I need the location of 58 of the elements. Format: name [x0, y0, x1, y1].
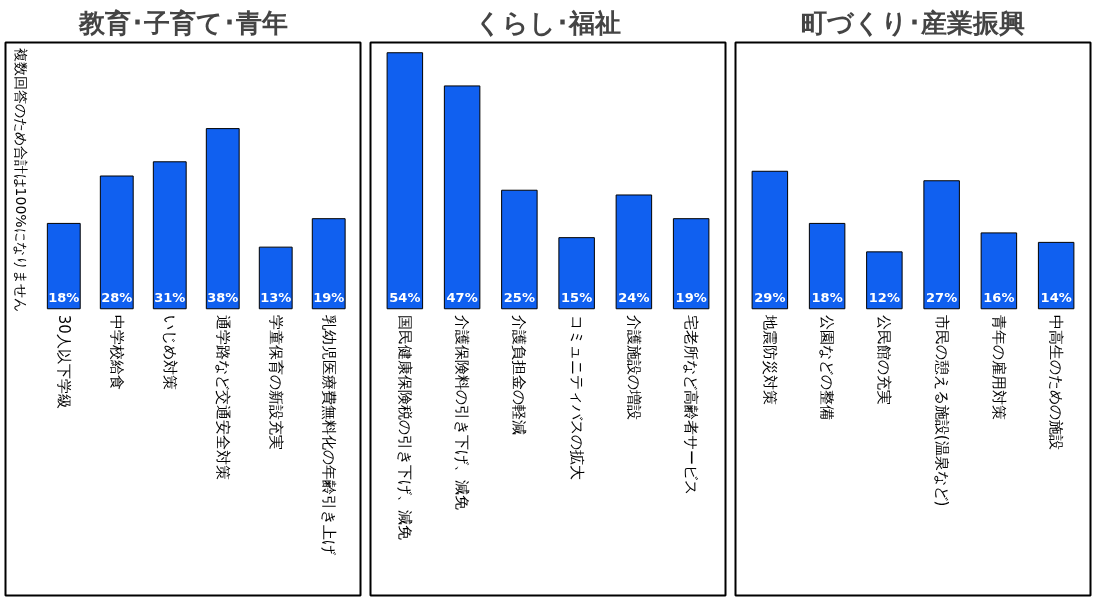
data-label: 28%	[101, 289, 133, 305]
x-tick-label: 公園などの整備	[818, 314, 837, 420]
x-tick-label: 学童保育の新設充実	[266, 314, 285, 450]
x-tick-label: 30人以下学級	[54, 314, 73, 409]
bar	[672, 218, 710, 310]
data-label: 19%	[675, 289, 707, 305]
data-label: 14%	[1040, 289, 1072, 305]
data-label: 47%	[446, 289, 478, 305]
x-tick-label: 青年の雇用対策	[989, 314, 1008, 420]
data-label: 31%	[154, 289, 186, 305]
data-label: 18%	[48, 289, 80, 305]
x-tick-label: 地震防災対策	[760, 313, 779, 405]
x-tick-label: 介護保険料の引き下げ、減免	[453, 314, 472, 510]
x-tick-label: 公民館の充実	[875, 314, 894, 405]
bar	[751, 170, 789, 310]
bar	[99, 175, 134, 310]
data-label: 25%	[503, 289, 535, 305]
x-tick-label: いじめ対策	[160, 314, 179, 390]
data-label: 13%	[260, 289, 292, 305]
bar	[558, 237, 595, 310]
bar	[980, 232, 1018, 310]
x-tick-label: 介護施設の増設	[624, 314, 643, 420]
bar	[923, 180, 960, 310]
bar	[46, 222, 81, 310]
data-label: 12%	[868, 289, 900, 305]
bar	[386, 52, 424, 310]
chart-title: 教育･子育て･青年	[77, 7, 288, 38]
data-label: 54%	[389, 289, 421, 305]
text: 複数回答のため合計は100%になりません	[13, 47, 30, 312]
bar	[1037, 241, 1075, 310]
data-label: 16%	[983, 289, 1015, 305]
data-label: 19%	[313, 289, 345, 305]
bar	[808, 222, 846, 310]
data-label: 29%	[754, 289, 786, 305]
bar	[311, 218, 346, 310]
data-label: 38%	[207, 289, 239, 305]
bar	[866, 251, 903, 310]
bar	[152, 161, 187, 310]
chart-title: くらし･福祉	[475, 7, 621, 38]
data-label: 27%	[926, 289, 958, 305]
x-tick-label: 乳幼児医療費無料化の年齢引き上げ	[319, 314, 338, 556]
chart-title: 町づくり･産業振興	[801, 7, 1025, 38]
x-tick-label: 通学路など交通安全対策	[213, 314, 232, 480]
data-label: 24%	[618, 289, 650, 305]
bar	[615, 194, 653, 310]
data-label: 15%	[561, 289, 593, 305]
x-tick-label: コミュニティバスの拡大	[567, 314, 586, 480]
bar	[205, 128, 240, 310]
x-tick-label: 中学校給食	[107, 314, 126, 390]
x-tick-label: 介護負担金の軽減	[510, 314, 529, 435]
x-tick-label: 国民健康保険税の引き下げ、減免	[395, 314, 414, 540]
x-tick-label: 市民の憩える施設(温泉など)	[932, 314, 951, 507]
x-tick-label: 中高生のための施設	[1047, 314, 1066, 450]
bar	[258, 246, 293, 310]
bar	[501, 189, 538, 310]
data-label: 18%	[811, 289, 843, 305]
bar	[443, 85, 481, 310]
x-tick-label: 宅老所など高齢者サービス	[682, 314, 701, 495]
